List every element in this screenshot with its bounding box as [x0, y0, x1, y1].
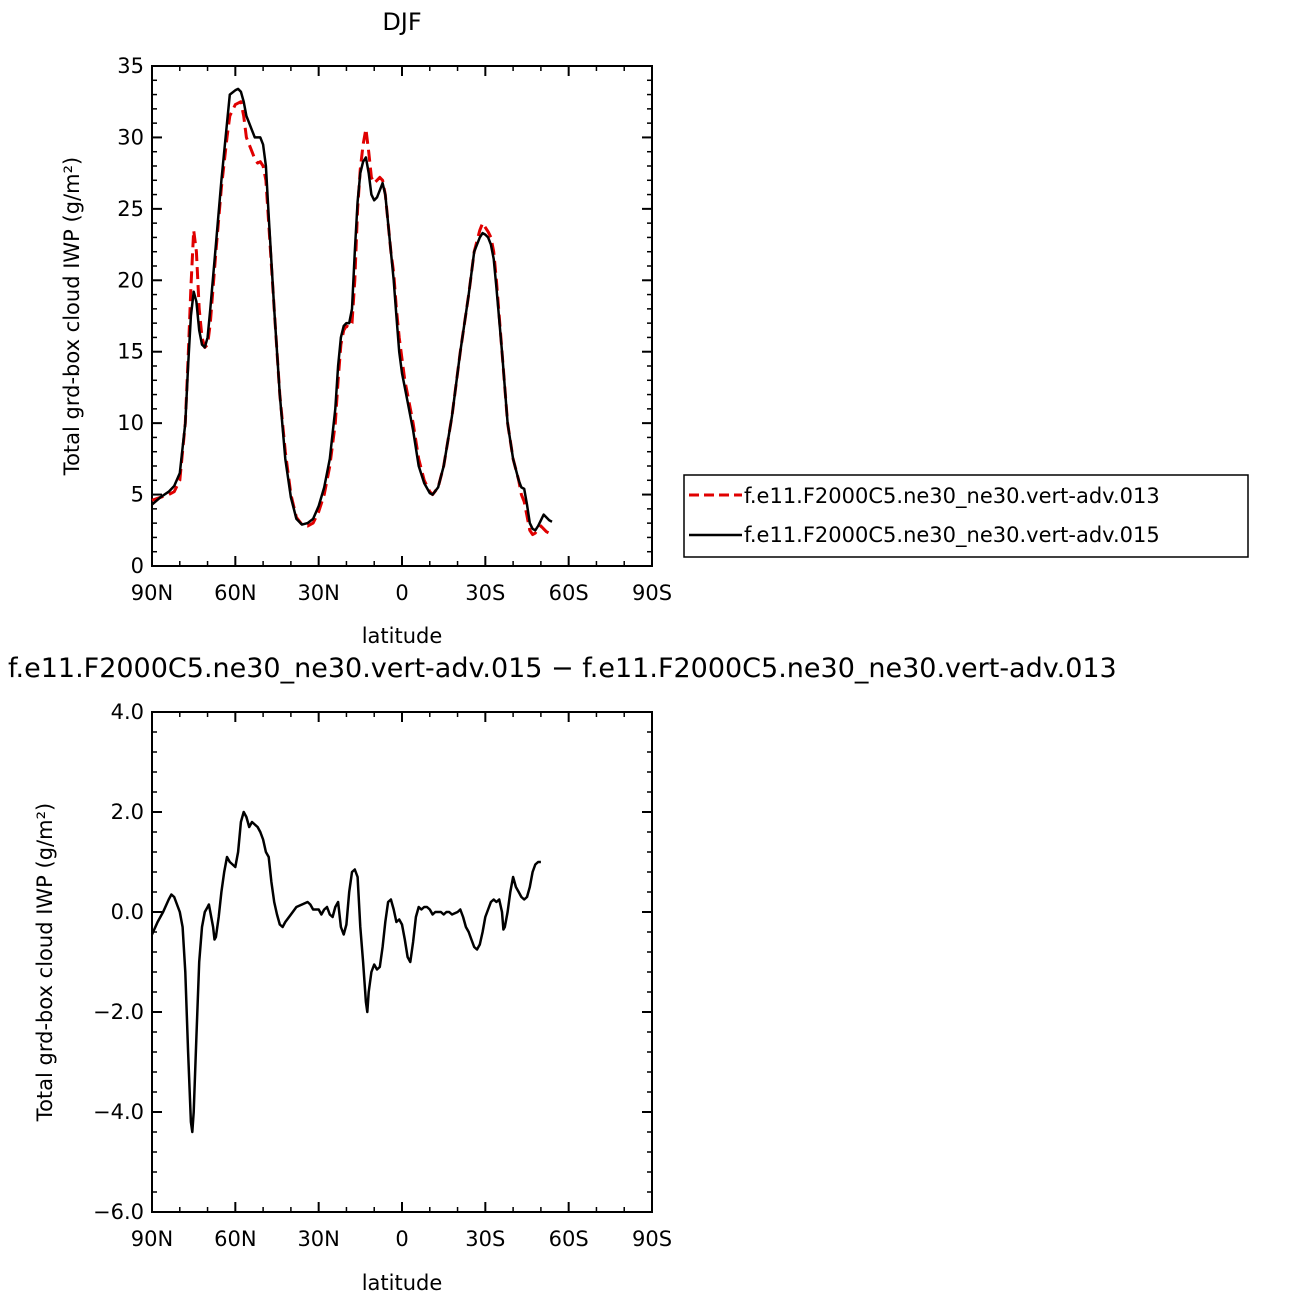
top-y-tick-label: 15: [117, 340, 144, 364]
bot-y-tick-label: 4.0: [111, 700, 144, 724]
bot-x-tick-label: 30N: [297, 1227, 339, 1251]
bot-y-tick-label: 2.0: [111, 800, 144, 824]
bot-y-tick-label: −2.0: [93, 1000, 144, 1024]
top-x-tick-label: 60N: [214, 581, 256, 605]
top-x-axis-label: latitude: [362, 624, 443, 648]
bottom-chart-title: f.e11.F2000C5.ne30_ne30.vert-adv.015 − f…: [8, 653, 1117, 684]
series-line-vert-adv-015: [151, 87, 553, 532]
series-line-vert-adv-013: [151, 100, 553, 537]
bot-x-tick-label: 60N: [214, 1227, 256, 1251]
legend-label-vert-adv-015: f.e11.F2000C5.ne30_ne30.vert-adv.015: [744, 523, 1160, 548]
top-x-tick-labels: 90N 60N 30N 0 30S 60S 90S: [131, 581, 672, 605]
difference-line: [150, 810, 541, 1134]
bottom-x-axis-label: latitude: [362, 1271, 443, 1295]
top-x-tick-label: 60S: [549, 581, 589, 605]
legend: f.e11.F2000C5.ne30_ne30.vert-adv.013 f.e…: [683, 474, 1249, 558]
legend-label-vert-adv-013: f.e11.F2000C5.ne30_ne30.vert-adv.013: [744, 484, 1160, 509]
top-y-tick-label: 10: [117, 411, 144, 435]
bot-x-tick-label: 90N: [131, 1227, 173, 1251]
bot-x-tick-label: 90S: [632, 1227, 672, 1251]
top-x-tick-label: 30S: [465, 581, 505, 605]
top-y-tick-labels: 0 5 10 15 20 25 30 35: [117, 54, 144, 578]
top-chart-title: DJF: [382, 8, 421, 36]
top-x-tick-label: 90N: [131, 581, 173, 605]
bot-x-tick-label: 60S: [549, 1227, 589, 1251]
bottom-y-axis-label: Total grd-box cloud IWP (g/m²): [33, 803, 57, 1122]
legend-box: [683, 474, 1249, 558]
top-x-tick-label: 0: [395, 581, 408, 605]
top-y-tick-label: 0: [131, 554, 144, 578]
top-y-axis-label: Total grd-box cloud IWP (g/m²): [60, 157, 84, 476]
bottom-axis-ticks: [151, 711, 653, 1213]
top-plot-frame: [151, 65, 653, 567]
bottom-x-tick-labels: 90N 60N 30N 0 30S 60S 90S: [131, 1227, 672, 1251]
bottom-panel: f.e11.F2000C5.ne30_ne30.vert-adv.015 − f…: [8, 653, 1117, 1295]
top-x-tick-label: 90S: [632, 581, 672, 605]
top-x-tick-label: 30N: [297, 581, 339, 605]
top-y-tick-label: 25: [117, 197, 144, 221]
bot-x-tick-label: 30S: [465, 1227, 505, 1251]
top-panel: DJF 0 5 10 15 20 25 30 35 90N 60N 30N 0 30S 60S 90S l…: [60, 8, 672, 648]
bottom-y-tick-labels: −6.0 −4.0 −2.0 0.0 2.0 4.0: [93, 700, 144, 1224]
bot-y-tick-label: −4.0: [93, 1100, 144, 1124]
top-y-tick-label: 5: [131, 483, 144, 507]
top-y-tick-label: 20: [117, 268, 144, 292]
top-y-tick-label: 35: [117, 54, 144, 78]
bot-y-tick-label: 0.0: [111, 900, 144, 924]
bot-x-tick-label: 0: [395, 1227, 408, 1251]
bottom-plot-frame: [151, 711, 653, 1213]
bot-y-tick-label: −6.0: [93, 1200, 144, 1224]
top-y-tick-label: 30: [117, 125, 144, 149]
